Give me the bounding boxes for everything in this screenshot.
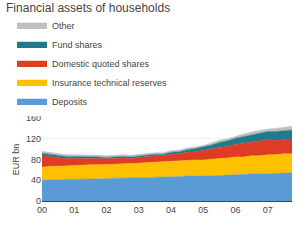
svg-text:04: 04 xyxy=(166,205,176,215)
svg-text:160: 160 xyxy=(26,113,41,124)
svg-text:Deposits: Deposits xyxy=(52,97,88,107)
svg-text:07: 07 xyxy=(263,205,273,215)
svg-text:Domestic quoted shares: Domestic quoted shares xyxy=(52,59,150,69)
svg-text:Insurance technical reserves: Insurance technical reserves xyxy=(52,78,167,88)
svg-text:EUR bn: EUR bn xyxy=(11,144,21,176)
svg-text:Financial assets of households: Financial assets of households xyxy=(6,1,170,15)
svg-text:06: 06 xyxy=(231,205,241,215)
svg-text:120: 120 xyxy=(26,134,41,144)
svg-text:Fund shares: Fund shares xyxy=(52,40,103,50)
svg-text:80: 80 xyxy=(31,155,41,165)
svg-text:01: 01 xyxy=(69,205,79,215)
svg-text:03: 03 xyxy=(134,205,144,215)
svg-text:00: 00 xyxy=(37,205,47,215)
svg-text:02: 02 xyxy=(102,205,112,215)
svg-text:Other: Other xyxy=(52,21,75,31)
svg-text:0: 0 xyxy=(36,196,41,206)
svg-text:40: 40 xyxy=(31,175,41,185)
svg-text:05: 05 xyxy=(198,205,208,215)
